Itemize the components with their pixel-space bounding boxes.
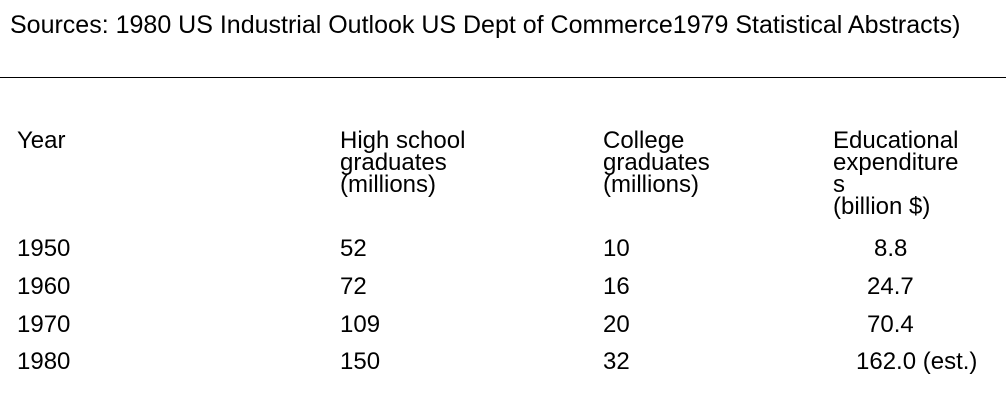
header-line: Educational	[833, 127, 959, 154]
header-line: (billion $)	[833, 193, 931, 220]
header-line: s	[833, 171, 845, 198]
row-year: 1970	[17, 311, 71, 338]
header-line: graduates	[603, 149, 710, 176]
row-college: 32	[603, 348, 630, 375]
row-college: 10	[603, 235, 630, 262]
row-year: 1950	[17, 235, 71, 262]
header-line: High school	[340, 127, 466, 154]
header-line: graduates	[340, 149, 447, 176]
header-line: (millions)	[603, 171, 699, 198]
source-note: Sources: 1980 US Industrial Outlook US D…	[10, 11, 961, 39]
row-high-school: 72	[340, 273, 367, 300]
header-line: (millions)	[340, 171, 436, 198]
row-expenditure: 24.7	[867, 273, 914, 300]
row-college: 20	[603, 311, 630, 338]
divider-line	[0, 77, 1006, 78]
row-high-school: 150	[340, 348, 381, 375]
header-educational-expenditures: Educational expenditure s (billion $)	[833, 127, 959, 220]
header-line: expenditure	[833, 149, 959, 176]
row-expenditure: 162.0 (est.)	[856, 348, 978, 375]
row-high-school: 52	[340, 235, 367, 262]
header-college-graduates: College graduates (millions)	[603, 127, 710, 198]
row-expenditure: 70.4	[867, 311, 914, 338]
row-year: 1980	[17, 348, 71, 375]
header-high-school-graduates: High school graduates (millions)	[340, 127, 466, 198]
row-college: 16	[603, 273, 630, 300]
row-expenditure: 8.8	[874, 235, 908, 262]
row-year: 1960	[17, 273, 71, 300]
header-line: College	[603, 127, 685, 154]
row-high-school: 109	[340, 311, 381, 338]
header-line: Year	[17, 127, 66, 154]
header-year: Year	[17, 127, 66, 154]
